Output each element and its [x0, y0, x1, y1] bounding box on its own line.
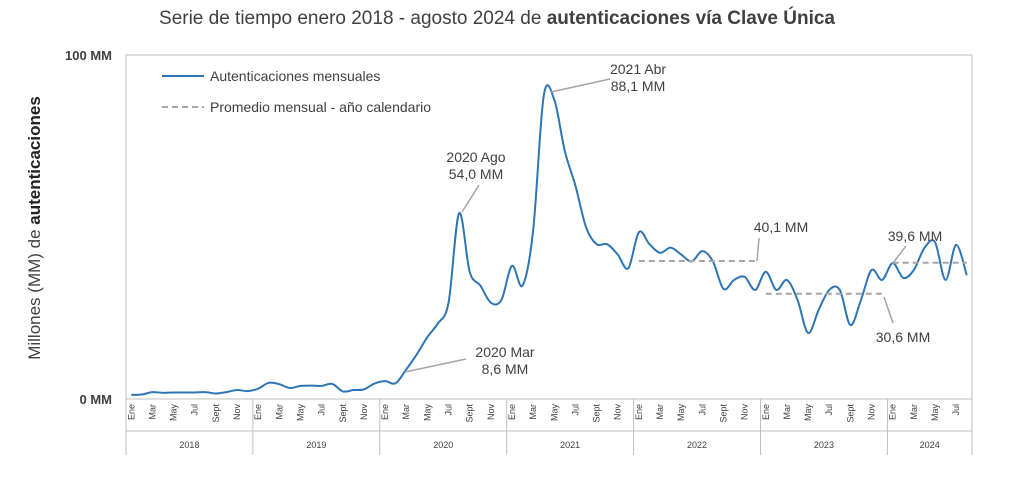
x-tick-label: Ene	[634, 404, 644, 420]
x-tick-label: Mar	[147, 404, 157, 420]
year-label: 2022	[687, 440, 707, 450]
annotation-leader	[404, 358, 467, 373]
annotation: 8,6 MM	[482, 361, 529, 377]
x-tick-label: Jul	[570, 404, 580, 416]
x-tick-label: Nov	[613, 404, 623, 421]
x-tick-label: Nov	[232, 404, 242, 421]
x-tick-label: Sept	[338, 404, 348, 423]
x-tick-label: May	[803, 404, 813, 422]
ylabel-part: autenticaciones	[25, 96, 44, 225]
y-axis-label: Millones (MM) de autenticaciones	[25, 96, 44, 360]
year-label: 2019	[306, 440, 326, 450]
x-tick-label: Sept	[718, 404, 728, 423]
x-tick-label: May	[549, 404, 559, 422]
x-tick-label: May	[930, 404, 940, 422]
year-label: 2024	[920, 440, 940, 450]
x-tick-label: Ene	[761, 404, 771, 420]
x-tick-label: Nov	[486, 404, 496, 421]
x-tick-label: Sept	[592, 404, 602, 423]
x-tick-label: May	[295, 404, 305, 422]
annotation: 2021 Abr	[610, 61, 666, 77]
x-tick-label: Jul	[190, 404, 200, 416]
x-tick-label: Ene	[253, 404, 263, 420]
year-label: 2021	[560, 440, 580, 450]
x-tick-label: Jul	[951, 404, 961, 416]
year-label: 2018	[179, 440, 199, 450]
year-label: 2023	[814, 440, 834, 450]
x-tick-label: Mar	[782, 404, 792, 420]
year-label: 2020	[433, 440, 453, 450]
legend-label: Autenticaciones mensuales	[210, 68, 380, 84]
x-tick-label: Jul	[697, 404, 707, 416]
annotation-leader	[550, 78, 611, 93]
x-tick-label: Nov	[359, 404, 369, 421]
annotation-leader	[883, 296, 894, 324]
ylabel-part: Millones (MM) de	[25, 229, 44, 359]
x-tick-label: Mar	[909, 404, 919, 420]
x-tick-label: Ene	[888, 404, 898, 420]
y-tick-label: 100 MM	[65, 48, 112, 63]
annotation: 40,1 MM	[754, 219, 808, 235]
x-tick-label: Jul	[824, 404, 834, 416]
x-tick-label: May	[422, 404, 432, 422]
x-tick-label: Mar	[528, 404, 538, 420]
x-tick-label: Sept	[211, 404, 221, 423]
x-tick-label: Nov	[740, 404, 750, 421]
x-tick-label: Nov	[867, 404, 877, 421]
annotation: 54,0 MM	[449, 166, 503, 182]
x-tick-label: Sept	[845, 404, 855, 423]
x-tick-label: Ene	[126, 404, 136, 420]
series-line	[131, 84, 968, 396]
chart-title: Serie de tiempo enero 2018 - agosto 2024…	[159, 7, 835, 29]
title-part: autenticaciones vía Clave Única	[547, 7, 836, 29]
x-tick-label: Jul	[317, 404, 327, 416]
x-tick-label: Ene	[507, 404, 517, 420]
annotation: 88,1 MM	[611, 78, 665, 94]
x-tick-label: Mar	[274, 404, 284, 420]
x-tick-label: Sept	[465, 404, 475, 423]
annotation: 39,6 MM	[888, 228, 942, 244]
annotation: 2020 Mar	[475, 344, 534, 360]
x-tick-label: May	[676, 404, 686, 422]
annotation: 30,6 MM	[876, 329, 930, 345]
annotation: 2020 Ago	[446, 149, 505, 165]
x-tick-label: Ene	[380, 404, 390, 420]
annotation-leader	[892, 245, 907, 264]
annotation-leader	[756, 237, 760, 262]
x-tick-label: Mar	[655, 404, 665, 420]
x-tick-label: Jul	[444, 404, 454, 416]
legend-label: Promedio mensual - año calendario	[210, 99, 431, 115]
y-tick-label: 0 MM	[80, 392, 113, 407]
annotation-leader	[461, 184, 480, 213]
x-tick-label: Mar	[401, 404, 411, 420]
title-part: Serie de tiempo enero 2018 - agosto 2024…	[159, 8, 541, 29]
x-tick-label: May	[169, 404, 179, 422]
